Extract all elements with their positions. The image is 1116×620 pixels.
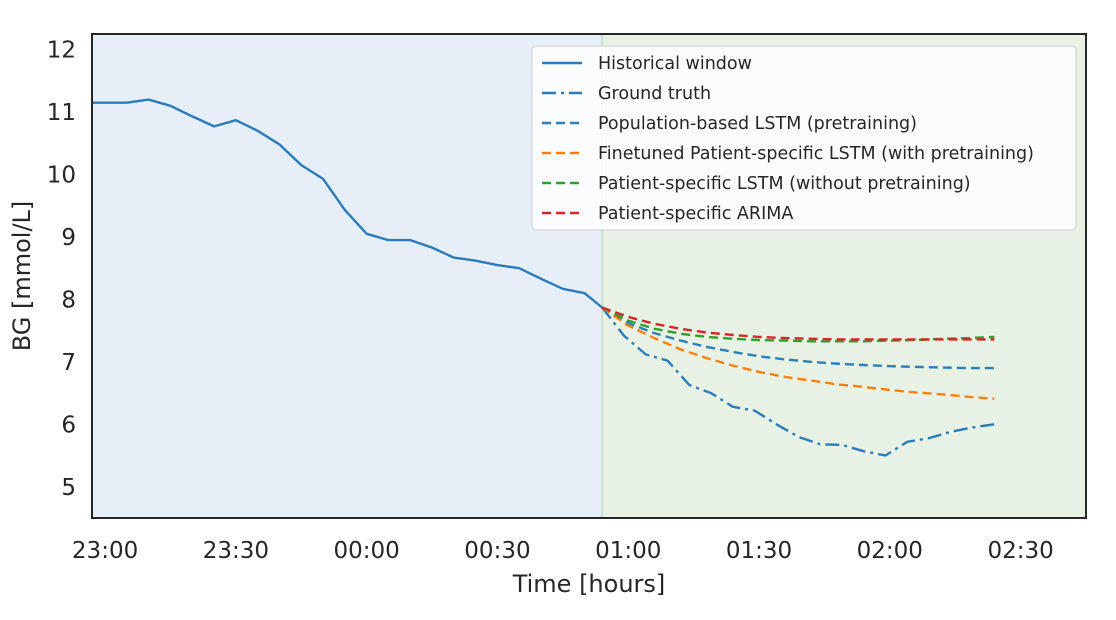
- series-line-5: [601, 306, 995, 341]
- region-historical: [92, 34, 603, 518]
- series-line-0: [92, 98, 603, 309]
- legend-label-4: Patient-specific LSTM (without pretraini…: [598, 174, 971, 194]
- legend-label-1: Ground truth: [598, 84, 711, 104]
- y-tick-label-1: 6: [61, 412, 76, 438]
- x-tick-label-1: 23:30: [203, 538, 269, 564]
- legend: Historical window Ground truth Population-…: [531, 45, 1077, 231]
- plot-frame: [91, 33, 1087, 519]
- legend-label-3: Finetuned Patient-specific LSTM (with pr…: [598, 144, 1034, 164]
- x-tick-label-4: 01:00: [595, 538, 661, 564]
- legend-label-5: Patient-specific ARIMA: [598, 204, 793, 224]
- x-tick-label-2: 00:00: [334, 538, 400, 564]
- y-tick-label-7: 12: [47, 38, 76, 64]
- legend-label-2: Population-based LSTM (pretraining): [598, 114, 917, 134]
- legend-box: [531, 45, 1077, 231]
- series-line-2: [601, 306, 995, 370]
- series-line-4: [601, 306, 995, 343]
- y-tick-label-6: 11: [47, 100, 76, 126]
- x-axis-ticks: 23:00 23:30 00:00 00:30 01:00 01:30 02:00 02:30: [72, 538, 1054, 564]
- series-lines: [92, 98, 995, 457]
- x-tick-label-0: 23:00: [72, 538, 138, 564]
- x-tick-label-3: 00:30: [464, 538, 530, 564]
- legend-label-0: Historical window: [598, 54, 752, 74]
- y-axis-title: BG [mmol/L]: [8, 201, 36, 352]
- y-axis-ticks: 5 6 7 8 9 10 11 12: [47, 38, 76, 501]
- y-tick-label-0: 5: [61, 475, 76, 501]
- y-tick-label-5: 10: [47, 163, 76, 189]
- series-line-3: [601, 306, 995, 400]
- y-tick-label-2: 7: [61, 350, 76, 376]
- x-tick-label-7: 02:30: [987, 538, 1053, 564]
- x-tick-label-6: 02:00: [857, 538, 923, 564]
- y-tick-label-4: 9: [61, 225, 76, 251]
- x-axis-title: Time [hours]: [512, 570, 666, 598]
- x-tick-label-5: 01:30: [726, 538, 792, 564]
- series-line-1: [601, 306, 995, 457]
- y-tick-label-3: 8: [61, 287, 76, 313]
